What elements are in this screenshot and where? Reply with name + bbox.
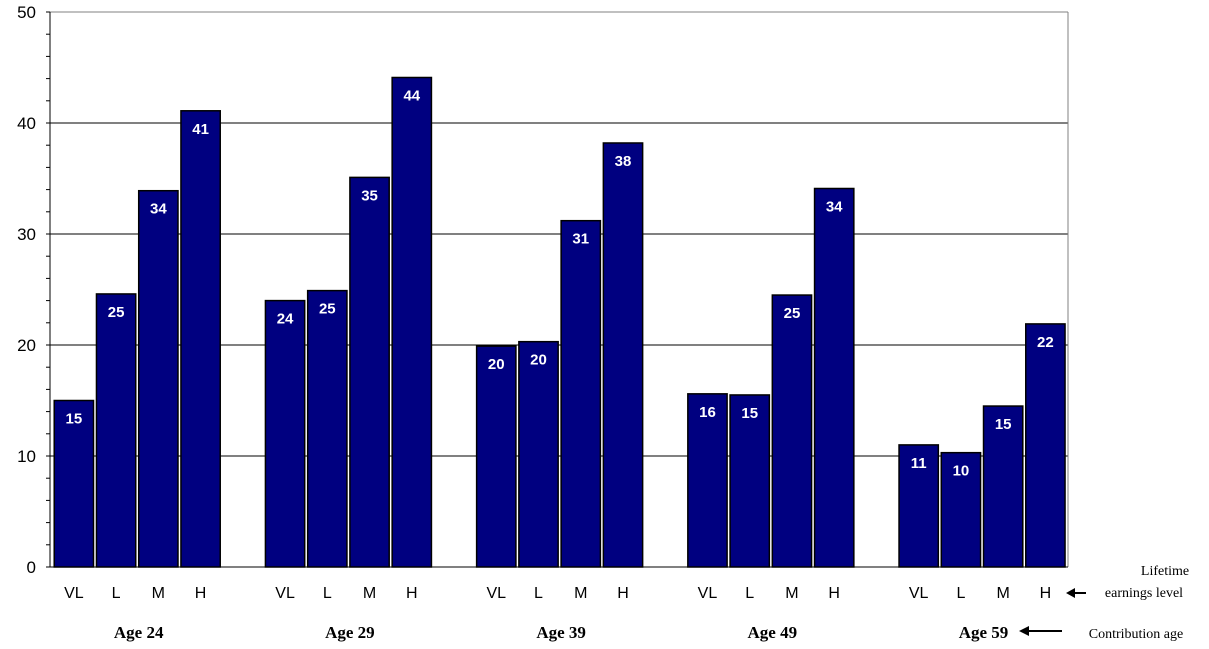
group-label: Age 59 — [959, 623, 1009, 642]
bar — [602, 142, 644, 568]
age-arrow-icon — [1019, 626, 1062, 636]
bar-data-label: 15 — [995, 416, 1012, 433]
category-label: VL — [486, 585, 506, 602]
bar-data-label: 15 — [66, 411, 83, 428]
bar — [940, 451, 982, 568]
bar — [391, 76, 433, 568]
bar-data-label: 34 — [826, 198, 843, 215]
bar — [349, 176, 390, 568]
bar-data-label: 35 — [361, 187, 378, 204]
bar-data-label: 34 — [150, 201, 167, 218]
bar-data-label: 22 — [1037, 334, 1054, 351]
category-label: H — [195, 585, 207, 602]
axes — [46, 11, 1069, 568]
group-label: Age 39 — [536, 623, 586, 642]
y-tick-label: 40 — [17, 114, 36, 133]
bar-data-label: 25 — [784, 305, 801, 322]
age-annotation: Contribution age — [1089, 627, 1184, 642]
bar — [137, 189, 179, 568]
group-label: Age 49 — [748, 623, 798, 642]
y-tick-label: 20 — [17, 336, 36, 355]
bar — [306, 289, 348, 568]
bar — [982, 405, 1024, 568]
category-label: H — [828, 585, 840, 602]
category-label: M — [152, 585, 165, 602]
bar-data-label: 20 — [488, 356, 505, 373]
category-label: L — [745, 585, 754, 602]
y-tick-label: 0 — [27, 558, 36, 577]
category-label: L — [112, 585, 121, 602]
group-label: Age 24 — [114, 623, 164, 642]
bar-data-label: 44 — [403, 87, 420, 104]
bar-data-label: 25 — [319, 301, 336, 318]
category-label: VL — [698, 585, 718, 602]
y-tick-label: 30 — [17, 225, 36, 244]
bar-data-label: 20 — [530, 352, 547, 369]
bar — [729, 394, 771, 568]
category-label: H — [406, 585, 418, 602]
category-label: M — [785, 585, 798, 602]
bar — [898, 444, 940, 568]
bar-data-label: 11 — [911, 455, 927, 472]
bar-data-label: 16 — [699, 404, 716, 421]
bar — [53, 399, 95, 568]
category-label: L — [323, 585, 332, 602]
bar-data-label: 38 — [615, 153, 632, 170]
bar — [180, 110, 221, 568]
category-label: L — [534, 585, 543, 602]
bar — [813, 187, 855, 568]
category-label: VL — [275, 585, 295, 602]
bar — [95, 293, 137, 568]
level-arrow-icon — [1066, 588, 1086, 598]
bar-data-label: 41 — [192, 121, 209, 138]
category-label: M — [574, 585, 587, 602]
bar-data-label: 15 — [741, 405, 758, 422]
category-label: L — [956, 585, 965, 602]
bar — [264, 299, 306, 568]
bar — [1025, 323, 1066, 568]
bar — [518, 340, 559, 568]
bar — [771, 294, 813, 568]
group-label: Age 29 — [325, 623, 375, 642]
category-label: VL — [909, 585, 929, 602]
bar — [475, 345, 517, 568]
category-label: H — [1040, 585, 1052, 602]
bar-data-label: 24 — [277, 311, 294, 328]
level-annotation-line1: Lifetime — [1141, 564, 1189, 579]
bar-data-label: 25 — [108, 304, 125, 321]
y-tick-label: 10 — [17, 447, 36, 466]
level-annotation-line2: earnings level — [1105, 586, 1183, 601]
category-label: M — [996, 585, 1009, 602]
annotations: Lifetime earnings level Contribution age — [1019, 564, 1189, 642]
bar-data-label: 10 — [953, 463, 970, 480]
category-label: VL — [64, 585, 84, 602]
bar — [560, 219, 602, 568]
category-label: H — [617, 585, 629, 602]
labels: 0 10 20 30 40 50 15 VL 25 L 34 M 41 H Age 24 24 VL 25 L 35 M… — [17, 3, 1054, 642]
bars — [53, 76, 1066, 568]
y-tick-label: 50 — [17, 3, 36, 22]
bar-data-label: 31 — [572, 231, 589, 248]
category-label: M — [363, 585, 376, 602]
